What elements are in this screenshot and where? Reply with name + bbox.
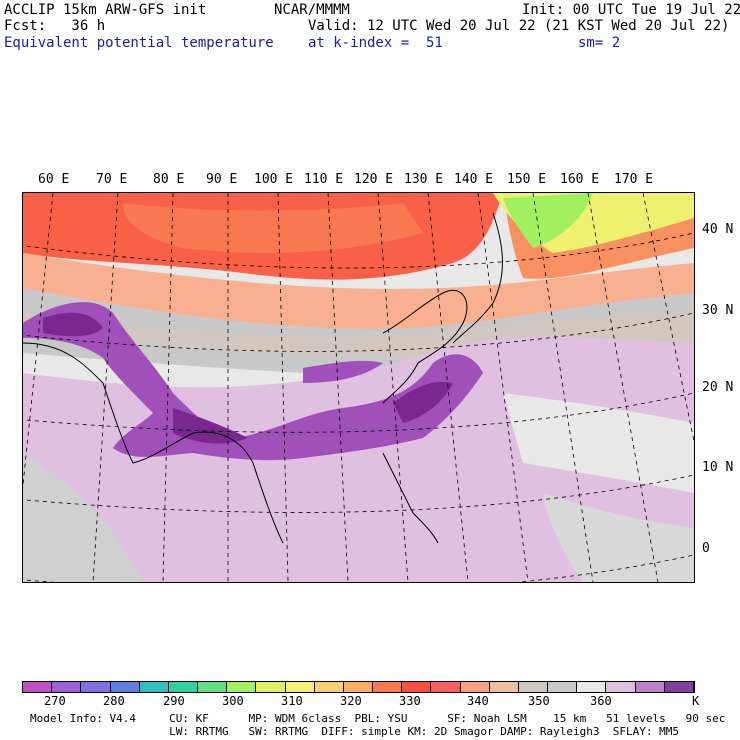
- lat-label: 10 N: [702, 460, 734, 475]
- model-info-line2: LW: RRTMG SW: RRTMG DIFF: simple KM: 2D …: [30, 725, 680, 738]
- colorbar-swatch: [548, 682, 578, 692]
- lon-label: 90 E: [206, 172, 238, 187]
- lat-label: 40 N: [702, 222, 734, 237]
- colorbar-swatch: [110, 682, 140, 692]
- colorbar-swatch: [52, 682, 82, 692]
- smoothing-label: sm= 2: [578, 35, 621, 51]
- lat-label: 0: [702, 541, 710, 556]
- colorbar-swatch: [285, 682, 315, 692]
- colorbar-label: 360: [590, 694, 612, 708]
- colorbar-swatch: [664, 682, 694, 692]
- colorbar-swatch: [227, 682, 257, 692]
- center-name: NCAR/MMMM: [274, 2, 350, 18]
- field-name: Equivalent potential temperature: [4, 35, 274, 51]
- lon-label: 70 E: [96, 172, 128, 187]
- colorbar-swatch: [635, 682, 665, 692]
- lat-label: 30 N: [702, 303, 734, 318]
- lon-label: 110 E: [304, 172, 344, 187]
- lon-label: 100 E: [254, 172, 294, 187]
- init-time: Init: 00 UTC Tue 19 Jul 22: [522, 2, 740, 18]
- colorbar-label: 330: [399, 694, 421, 708]
- colorbar-swatch: [518, 682, 549, 692]
- colorbar-label: 320: [340, 694, 362, 708]
- colorbar-units: K: [692, 694, 700, 708]
- lon-label: 150 E: [507, 172, 547, 187]
- colorbar-label: 350: [528, 694, 550, 708]
- valid-time: Valid: 12 UTC Wed 20 Jul 22 (21 KST Wed …: [308, 18, 730, 34]
- model-info-line1: Model Info: V4.4 CU: KF MP: WDM 6class P…: [30, 712, 726, 725]
- colorbar-swatch: [489, 682, 519, 692]
- colorbar-swatch: [139, 682, 169, 692]
- lon-label: 80 E: [153, 172, 185, 187]
- lon-label: 160 E: [560, 172, 600, 187]
- theta-e-field: [23, 193, 694, 582]
- colorbar-swatch: [606, 682, 636, 692]
- colorbar-swatch: [168, 682, 199, 692]
- product-title: ACCLIP 15km ARW-GFS init: [4, 2, 207, 18]
- colorbar-swatch: [460, 682, 490, 692]
- colorbar-label: 310: [281, 694, 303, 708]
- colorbar-swatch: [343, 682, 374, 692]
- colorbar-swatch: [314, 682, 344, 692]
- lon-label: 140 E: [454, 172, 494, 187]
- lon-label: 60 E: [38, 172, 70, 187]
- colorbar-label: 340: [467, 694, 489, 708]
- colorbar-label: 270: [44, 694, 66, 708]
- colorbar-swatch: [23, 682, 53, 692]
- colorbar-label: 290: [163, 694, 185, 708]
- lon-label: 170 E: [614, 172, 654, 187]
- forecast-hour: Fcst: 36 h: [4, 18, 106, 34]
- lat-label: 20 N: [702, 380, 734, 395]
- colorbar-swatch: [402, 682, 432, 692]
- lon-label: 120 E: [354, 172, 394, 187]
- colorbar-swatch: [373, 682, 403, 692]
- colorbar-swatch: [198, 682, 228, 692]
- colorbar-label: 280: [103, 694, 125, 708]
- level-label: at k-index = 51: [308, 35, 443, 51]
- colorbar: [22, 681, 695, 693]
- map-panel: [22, 192, 695, 583]
- lon-label: 130 E: [404, 172, 444, 187]
- colorbar-swatch: [577, 682, 607, 692]
- colorbar-swatch: [256, 682, 286, 692]
- colorbar-label: 300: [222, 694, 244, 708]
- colorbar-swatch: [81, 682, 111, 692]
- colorbar-swatch: [431, 682, 461, 692]
